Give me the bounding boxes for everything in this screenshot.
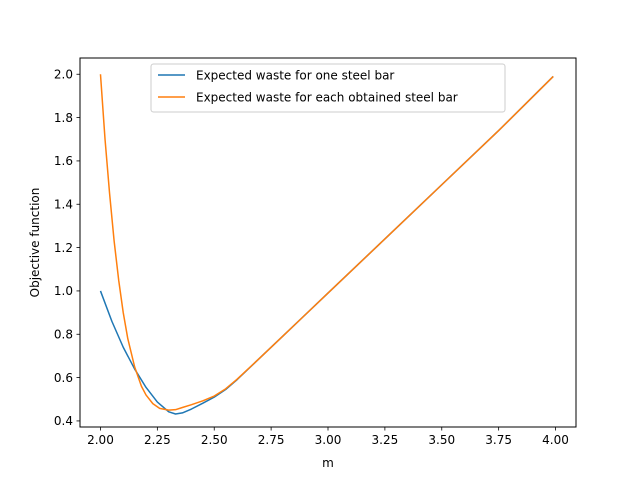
y-tick-label: 0.8 bbox=[54, 328, 73, 342]
y-tick-label: 1.4 bbox=[54, 198, 73, 212]
y-tick-label: 2.0 bbox=[54, 68, 73, 82]
legend-box bbox=[150, 63, 506, 113]
y-tick-label: 0.6 bbox=[54, 371, 73, 385]
x-tick-label: 3.75 bbox=[485, 433, 512, 447]
legend: Expected waste for one steel bar Expected… bbox=[150, 63, 506, 113]
x-tick-label: 2.25 bbox=[144, 433, 171, 447]
series-layer bbox=[99, 74, 554, 415]
y-tick-label: 1.8 bbox=[54, 111, 73, 125]
x-tick-label: 3.25 bbox=[372, 433, 399, 447]
x-tick-label: 2.75 bbox=[258, 433, 285, 447]
y-axis-label: Objective function bbox=[28, 188, 42, 298]
x-tick-label: 2.50 bbox=[201, 433, 228, 447]
x-tick-label: 2.00 bbox=[87, 433, 114, 447]
y-axis: 0.4 0.6 0.8 1.0 1.2 1.4 1.6 1.8 2.0 bbox=[54, 68, 80, 428]
y-tick-label: 1.2 bbox=[54, 241, 73, 255]
y-tick-label: 0.4 bbox=[54, 414, 73, 428]
x-axis-label: m bbox=[322, 456, 334, 470]
x-tick-label: 3.00 bbox=[315, 433, 342, 447]
series-line-2 bbox=[99, 74, 554, 411]
legend-label-2: Expected waste for each obtained steel b… bbox=[196, 90, 458, 104]
x-axis: 2.00 2.25 2.50 2.75 3.00 3.25 3.50 3.75 4.00 bbox=[87, 427, 569, 447]
y-tick-label: 1.6 bbox=[54, 154, 73, 168]
y-tick-label: 1.0 bbox=[54, 284, 73, 298]
legend-label-1: Expected waste for one steel bar bbox=[196, 68, 394, 82]
x-tick-label: 3.50 bbox=[428, 433, 455, 447]
x-tick-label: 4.00 bbox=[542, 433, 569, 447]
